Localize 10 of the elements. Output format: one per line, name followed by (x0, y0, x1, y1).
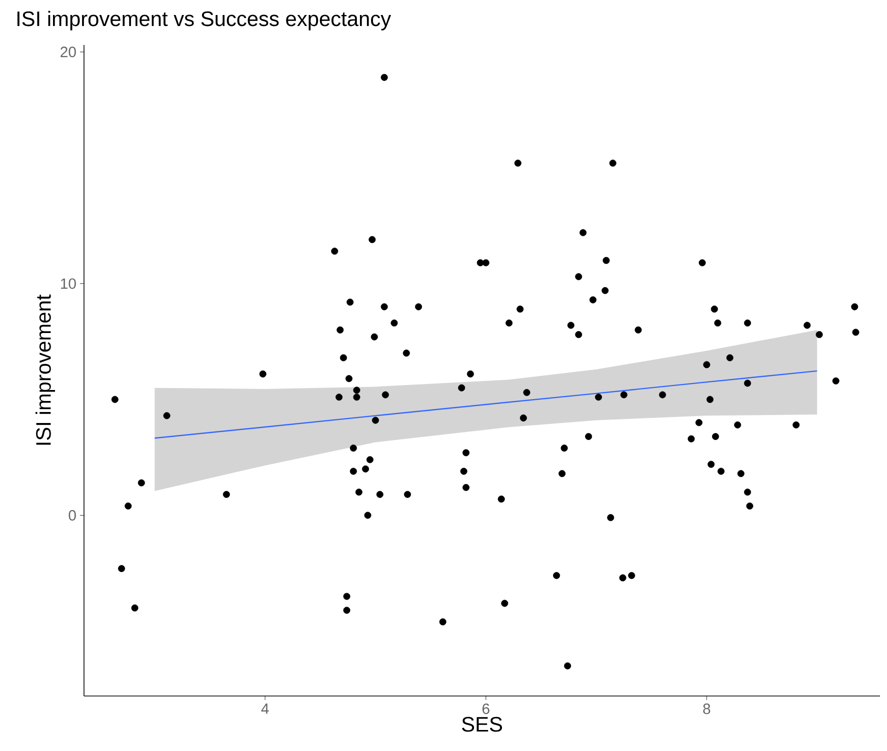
y-axis-title: ISI improvement (36, 294, 56, 445)
y-tick-label: 10 (61, 278, 76, 289)
chart-title: ISI improvement vs Success expectancy (17, 10, 392, 30)
y-tick-label: 20 (60, 46, 76, 58)
x-axis-title: SES (462, 716, 502, 732)
x-tick-label: 4 (261, 704, 269, 714)
x-tick-label: 6 (482, 704, 490, 714)
x-tick-label: 8 (703, 704, 710, 714)
y-tick-label: 0 (68, 510, 76, 521)
line-series (154, 370, 818, 439)
